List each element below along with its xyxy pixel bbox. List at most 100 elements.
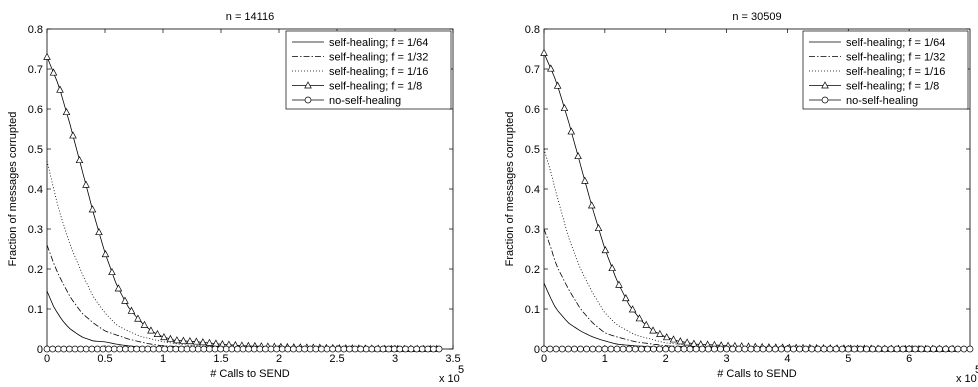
series-dotted-none	[543, 148, 970, 350]
circle-marker	[777, 345, 785, 353]
x-tick-label: 1.5	[213, 353, 228, 365]
circle-marker	[424, 345, 432, 353]
triangle-marker	[615, 280, 623, 288]
circle-marker	[826, 345, 834, 353]
legend-entry: self-healing; f = 1/64	[846, 37, 945, 49]
circle-marker	[357, 345, 365, 353]
circle-marker	[899, 345, 907, 353]
series-line	[543, 228, 970, 350]
triangle-marker	[82, 180, 90, 188]
triangle-marker	[540, 48, 548, 56]
circle-marker	[189, 345, 196, 353]
circle-marker	[601, 345, 609, 353]
triangle-marker	[56, 85, 64, 93]
y-tick-label: 0.6	[525, 104, 540, 116]
circle-marker	[558, 345, 566, 353]
circle-marker	[430, 345, 437, 353]
circle-marker	[686, 345, 694, 353]
circle-marker	[924, 345, 931, 353]
circle-marker	[133, 345, 140, 353]
circle-marker	[917, 345, 925, 353]
circle-marker	[546, 345, 554, 353]
circle-marker	[340, 345, 348, 353]
circle-marker	[116, 345, 124, 353]
circle-marker	[808, 345, 816, 353]
circle-marker	[122, 345, 129, 353]
circle-marker	[138, 345, 146, 353]
circle-marker	[77, 345, 84, 353]
series-solid-circle	[540, 345, 974, 353]
legend-entry: self-healing; f = 1/8	[846, 81, 939, 93]
circle-marker	[312, 345, 320, 353]
x-tick-label: 2	[276, 353, 282, 365]
circle-marker	[814, 345, 822, 353]
circle-marker	[200, 345, 208, 353]
x-tick-label: 3	[392, 353, 398, 365]
x-exponent-power: 5	[975, 364, 978, 376]
y-tick-label: 0.4	[28, 184, 43, 196]
circle-marker	[334, 345, 342, 353]
circle-marker	[43, 345, 51, 353]
series-solid-circle	[43, 345, 443, 353]
circle-marker	[49, 345, 56, 353]
triangle-marker	[581, 176, 589, 184]
x-tick-label: 1	[160, 353, 166, 365]
legend-entry: no-self-healing	[846, 95, 918, 107]
circle-marker	[857, 345, 864, 353]
x-tick-label: 2.5	[329, 353, 344, 365]
circle-marker	[217, 345, 224, 353]
y-tick-label: 0.5	[28, 144, 43, 156]
circle-marker	[698, 345, 706, 353]
x-exponent-power: 5	[458, 364, 464, 376]
y-tick-label: 0.4	[525, 184, 540, 196]
circle-marker	[564, 345, 572, 353]
circle-marker	[66, 345, 73, 353]
triangle-marker	[153, 329, 162, 337]
circle-marker	[911, 345, 919, 353]
legend-box	[285, 30, 452, 110]
triangle-marker	[114, 284, 123, 292]
x-tick-label: 4	[784, 353, 790, 365]
circle-marker	[552, 345, 560, 353]
circle-marker	[262, 345, 269, 353]
series-dashdot-none	[543, 228, 970, 350]
circle-marker	[869, 345, 876, 353]
circle-marker	[625, 345, 633, 353]
chart-panel-right: 0 1 2 3 4 5 6 0 0.1 0.2 0.3 0.4 0.5 0.6 0.7 0.8 n = 3050…	[504, 11, 978, 385]
circle-marker	[668, 345, 676, 353]
circle-marker	[54, 345, 62, 353]
legend-entry: no-self-healing	[329, 95, 401, 107]
circle-marker	[351, 345, 359, 353]
circle-marker	[820, 345, 828, 353]
circle-marker	[390, 345, 398, 353]
triangle-marker	[553, 81, 562, 89]
circle-marker	[741, 345, 749, 353]
circle-marker	[851, 345, 858, 353]
circle-marker	[206, 345, 213, 353]
circle-marker	[301, 345, 309, 353]
circle-marker	[540, 345, 548, 353]
circle-marker	[94, 345, 101, 353]
triangle-marker	[166, 334, 175, 342]
circle-marker	[329, 345, 337, 353]
circle-marker	[692, 345, 700, 353]
circle-marker	[832, 345, 840, 353]
circle-marker	[753, 345, 761, 353]
triangle-marker	[574, 151, 582, 160]
x-tick-label: 3	[724, 353, 730, 365]
triangle-marker	[173, 336, 181, 344]
series-line	[46, 290, 440, 350]
y-tick-label: 0.3	[525, 224, 540, 236]
circle-marker	[267, 345, 275, 353]
legend-entry: self-healing; f = 1/64	[329, 37, 428, 49]
circle-marker	[656, 345, 663, 353]
circle-marker	[863, 345, 870, 353]
circle-marker	[631, 345, 639, 353]
triangle-marker	[560, 103, 569, 112]
triangle-marker	[594, 223, 603, 232]
triangle-marker	[95, 227, 103, 236]
circle-marker	[784, 345, 791, 353]
triangle-marker	[669, 335, 678, 343]
triangle-marker	[49, 68, 58, 76]
circle-marker	[674, 345, 682, 353]
